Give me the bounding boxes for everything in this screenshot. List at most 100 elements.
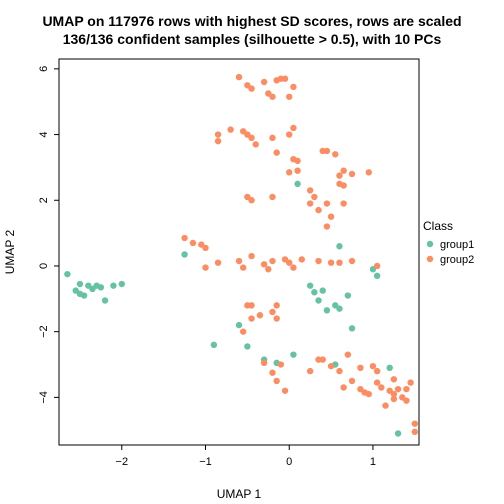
x-axis: −2 −1 0 1 — [116, 445, 376, 468]
data-point-group2 — [336, 172, 343, 179]
data-point-group2 — [239, 264, 247, 271]
data-point-group2 — [411, 420, 419, 427]
data-point-group2 — [286, 131, 293, 138]
chart-title: UMAP on 117976 rows with highest SD scor… — [42, 13, 461, 29]
data-point-group2 — [323, 200, 331, 207]
data-point-group2 — [248, 85, 255, 92]
data-point-group1 — [336, 243, 343, 250]
data-point-group2 — [306, 187, 314, 194]
data-point-group2 — [306, 367, 314, 375]
data-point-group2 — [248, 197, 255, 204]
data-point-group2 — [306, 200, 314, 207]
chart-subtitle: 136/136 confident samples (silhouette > … — [63, 31, 442, 47]
data-point-group2 — [315, 257, 322, 265]
data-point-group2 — [373, 262, 381, 270]
data-point-group1 — [235, 321, 243, 329]
data-point-group2 — [340, 167, 347, 174]
data-point-group2 — [332, 151, 339, 158]
data-point-group1 — [373, 272, 381, 280]
data-point-group2 — [294, 167, 301, 174]
y-tick-label: 2 — [38, 197, 50, 203]
data-point-group1 — [348, 325, 356, 332]
data-point-group2 — [273, 149, 280, 156]
data-point-group1 — [97, 284, 105, 291]
data-point-group2 — [260, 359, 268, 367]
data-point-group2 — [286, 169, 293, 176]
data-point-group2 — [260, 261, 268, 268]
data-point-group2 — [340, 384, 347, 391]
data-point-group2 — [348, 257, 356, 265]
data-point-group2 — [202, 264, 209, 271]
x-tick-label: −2 — [116, 456, 129, 468]
data-point-group2 — [378, 384, 385, 391]
data-point-group2 — [214, 131, 222, 138]
data-point-group2 — [286, 259, 293, 266]
data-point-group2 — [327, 259, 335, 266]
y-tick-label: 6 — [38, 66, 50, 72]
data-point-group2 — [269, 93, 276, 100]
data-point-group2 — [407, 379, 414, 386]
data-point-group1 — [80, 292, 88, 299]
data-point-group2 — [214, 137, 222, 145]
data-point-group2 — [348, 377, 356, 385]
data-point-group2 — [373, 379, 381, 386]
data-point-group1 — [319, 287, 326, 294]
data-point-group2 — [181, 234, 188, 242]
data-point-group2 — [235, 257, 243, 265]
data-point-group2 — [323, 147, 331, 155]
data-point-group2 — [248, 252, 255, 260]
data-point-group2 — [202, 244, 209, 252]
legend-label-group2: group2 — [440, 254, 474, 266]
y-tick-label: −4 — [38, 391, 50, 404]
data-point-group2 — [336, 367, 343, 375]
data-point-group2 — [336, 259, 343, 266]
data-point-group2 — [390, 395, 398, 403]
data-point-group1 — [294, 180, 301, 188]
data-point-group2 — [269, 257, 276, 265]
data-point-group2 — [252, 141, 259, 148]
data-point-group2 — [411, 428, 419, 436]
data-point-group2 — [290, 124, 297, 132]
data-point-group2 — [269, 308, 276, 316]
data-point-group2 — [269, 134, 276, 142]
data-point-group2 — [227, 126, 234, 133]
data-point-group1 — [181, 251, 188, 258]
data-point-group2 — [365, 169, 372, 176]
data-point-group2 — [382, 402, 389, 409]
data-point-group2 — [286, 93, 293, 100]
data-point-group2 — [290, 264, 297, 271]
data-point-group1 — [210, 341, 218, 349]
legend-title: Class — [423, 219, 453, 233]
data-point-group2 — [273, 302, 280, 309]
x-axis-label: UMAP 1 — [217, 487, 262, 501]
data-point-group2 — [273, 315, 280, 322]
y-tick-label: 0 — [38, 263, 50, 269]
data-point-group1 — [336, 305, 343, 312]
data-point-group1 — [394, 430, 402, 437]
data-point-group1 — [110, 282, 117, 289]
data-point-group2 — [357, 364, 364, 371]
data-point-group2 — [365, 390, 372, 398]
data-point-group2 — [269, 193, 276, 201]
data-point-group2 — [390, 376, 398, 383]
data-point-group2 — [269, 369, 276, 376]
legend: Class group1 group2 — [423, 219, 474, 266]
data-point-group2 — [273, 377, 280, 385]
data-point-group2 — [348, 170, 356, 178]
data-point-group1 — [306, 282, 314, 289]
data-points — [64, 73, 419, 437]
data-point-group2 — [340, 200, 347, 207]
data-point-group1 — [76, 280, 84, 288]
data-point-group2 — [344, 351, 352, 358]
data-point-group2 — [239, 328, 247, 335]
x-tick-label: −1 — [199, 456, 212, 468]
data-point-group2 — [260, 78, 268, 86]
data-point-group2 — [290, 83, 297, 91]
data-point-group2 — [373, 367, 381, 375]
data-point-group2 — [311, 193, 318, 201]
data-point-group2 — [281, 75, 289, 82]
data-point-group1 — [118, 280, 125, 288]
data-point-group2 — [256, 312, 264, 319]
data-point-group2 — [248, 315, 255, 322]
